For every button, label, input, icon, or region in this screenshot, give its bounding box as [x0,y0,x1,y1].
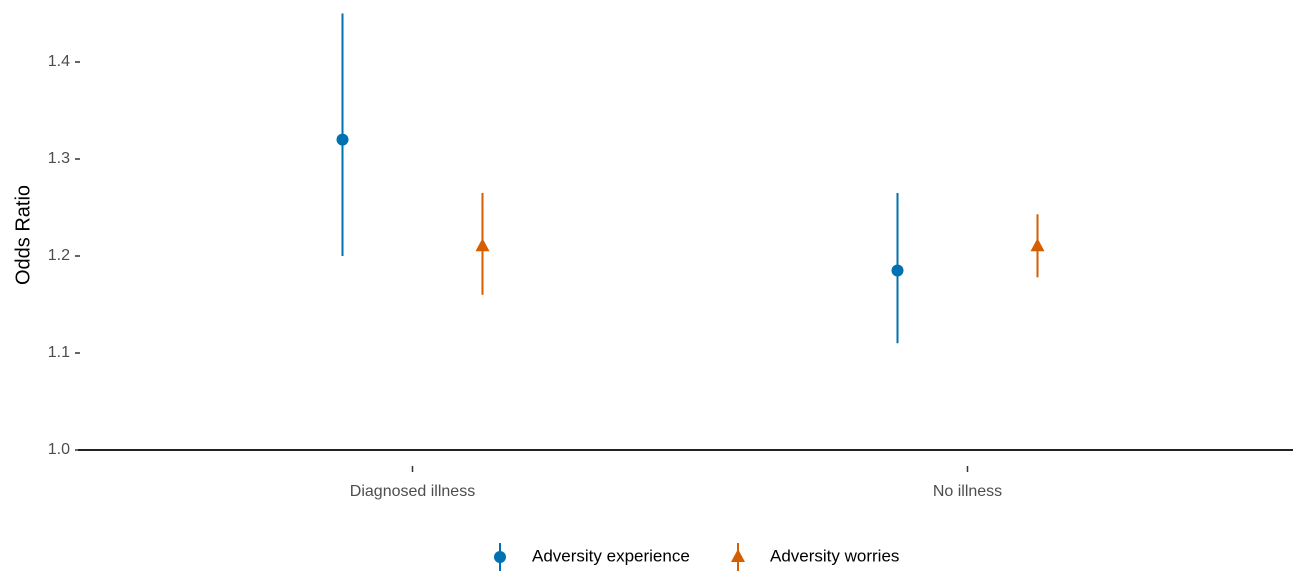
y-tick-label: 1.3 [48,150,70,167]
x-tick-label: Diagnosed illness [350,483,475,500]
x-tick-label: No illness [933,483,1002,500]
y-tick-label: 1.1 [48,344,70,361]
legend-key [731,549,745,562]
legend-label: Adversity worries [770,546,899,565]
point [1030,238,1045,252]
y-tick-label: 1.0 [48,441,70,458]
point [336,133,349,146]
y-axis-title: Odds Ratio [12,185,34,285]
point [891,264,904,277]
y-tick-label: 1.2 [48,247,70,264]
y-tick-label: 1.4 [48,53,70,70]
legend-label: Adversity experience [532,546,690,565]
point [475,238,490,252]
legend-key [494,551,506,563]
